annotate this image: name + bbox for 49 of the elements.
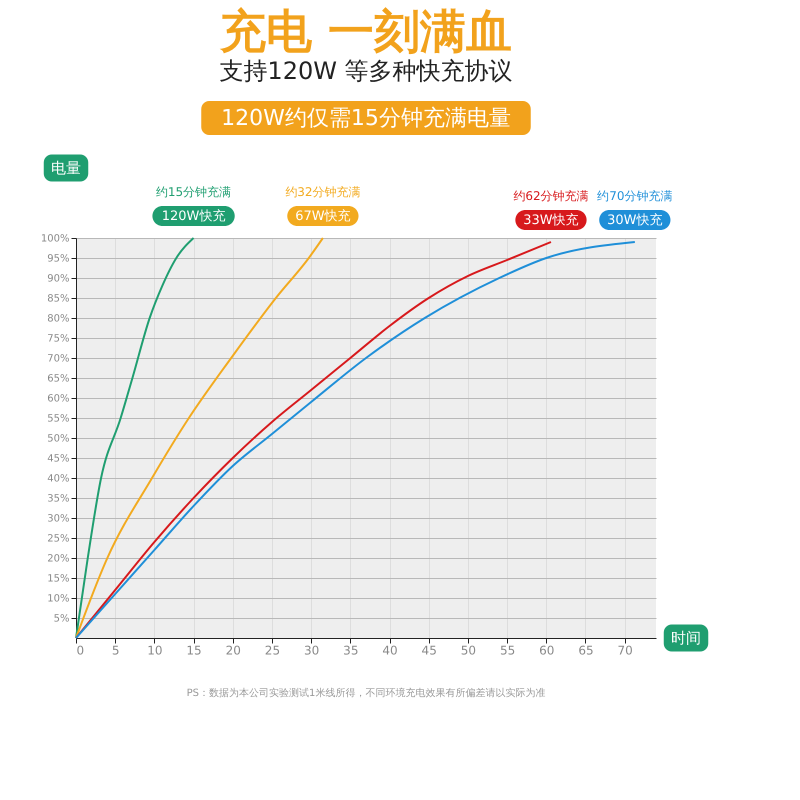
y-tick-label: 70% [47, 354, 70, 364]
text: PS：数据为本公司实验测试1米线所得，不同环境充电效果有所偏差请以实际为准 [186, 687, 546, 699]
text: 约32分钟充满 [285, 185, 361, 199]
y-tick-label: 90% [47, 274, 70, 284]
text: 约62分钟充满 [513, 189, 589, 203]
x-tick-label: 30 [304, 644, 320, 658]
y-tick-label: 5% [54, 614, 70, 624]
x-tick-label: 5 [112, 644, 120, 658]
y-tick-label: 65% [47, 374, 70, 384]
y-tick-label: 45% [47, 454, 70, 464]
y-tick-label: 75% [47, 334, 70, 344]
x-tick-label: 15 [186, 644, 202, 658]
x-tick-label: 40 [382, 644, 398, 658]
x-tick-label: 20 [226, 644, 241, 658]
x-tick-label: 70 [618, 644, 633, 658]
chart-title: 充电 一刻满血 [218, 4, 512, 58]
x-tick-label: 0 [76, 644, 84, 658]
y-tick-label: 55% [47, 414, 70, 424]
chart-subtitle: 支持120W 等多种快充协议 [219, 57, 513, 85]
series-label: 33W快充 [523, 213, 579, 228]
x-tick-label: 50 [460, 644, 476, 658]
text: 约15分钟充满 [156, 185, 232, 199]
y-tick-label: 35% [47, 494, 70, 504]
y-tick-label: 25% [47, 534, 70, 544]
x-axis-title: 时间 [671, 629, 701, 647]
y-tick-label: 95% [47, 254, 70, 264]
y-tick-label: 30% [47, 514, 70, 524]
series-label: 67W快充 [295, 209, 351, 224]
text: 约70分钟充满 [597, 189, 672, 203]
series-label: 30W快充 [607, 213, 663, 228]
y-axis-title: 电量 [51, 159, 81, 177]
y-tick-label: 60% [47, 394, 70, 404]
y-tick-label: 10% [47, 594, 70, 604]
y-tick-label: 20% [47, 554, 70, 564]
y-tick-label: 50% [47, 434, 70, 444]
series-label: 120W快充 [162, 209, 226, 224]
y-tick-label: 15% [47, 574, 70, 584]
x-tick-label: 25 [264, 644, 280, 658]
y-tick-label: 100% [40, 234, 70, 244]
y-tick-label: 40% [47, 474, 70, 484]
x-tick-label: 45 [422, 644, 437, 658]
y-tick-label: 80% [47, 314, 70, 324]
y-tick-label: 85% [47, 294, 70, 304]
x-tick-label: 65 [578, 644, 594, 658]
x-tick-label: 10 [147, 644, 163, 658]
x-tick-label: 60 [539, 644, 554, 658]
x-tick-label: 55 [500, 644, 516, 658]
text: 120W约仅需15分钟充满电量 [221, 106, 511, 131]
x-tick-label: 35 [343, 644, 358, 658]
